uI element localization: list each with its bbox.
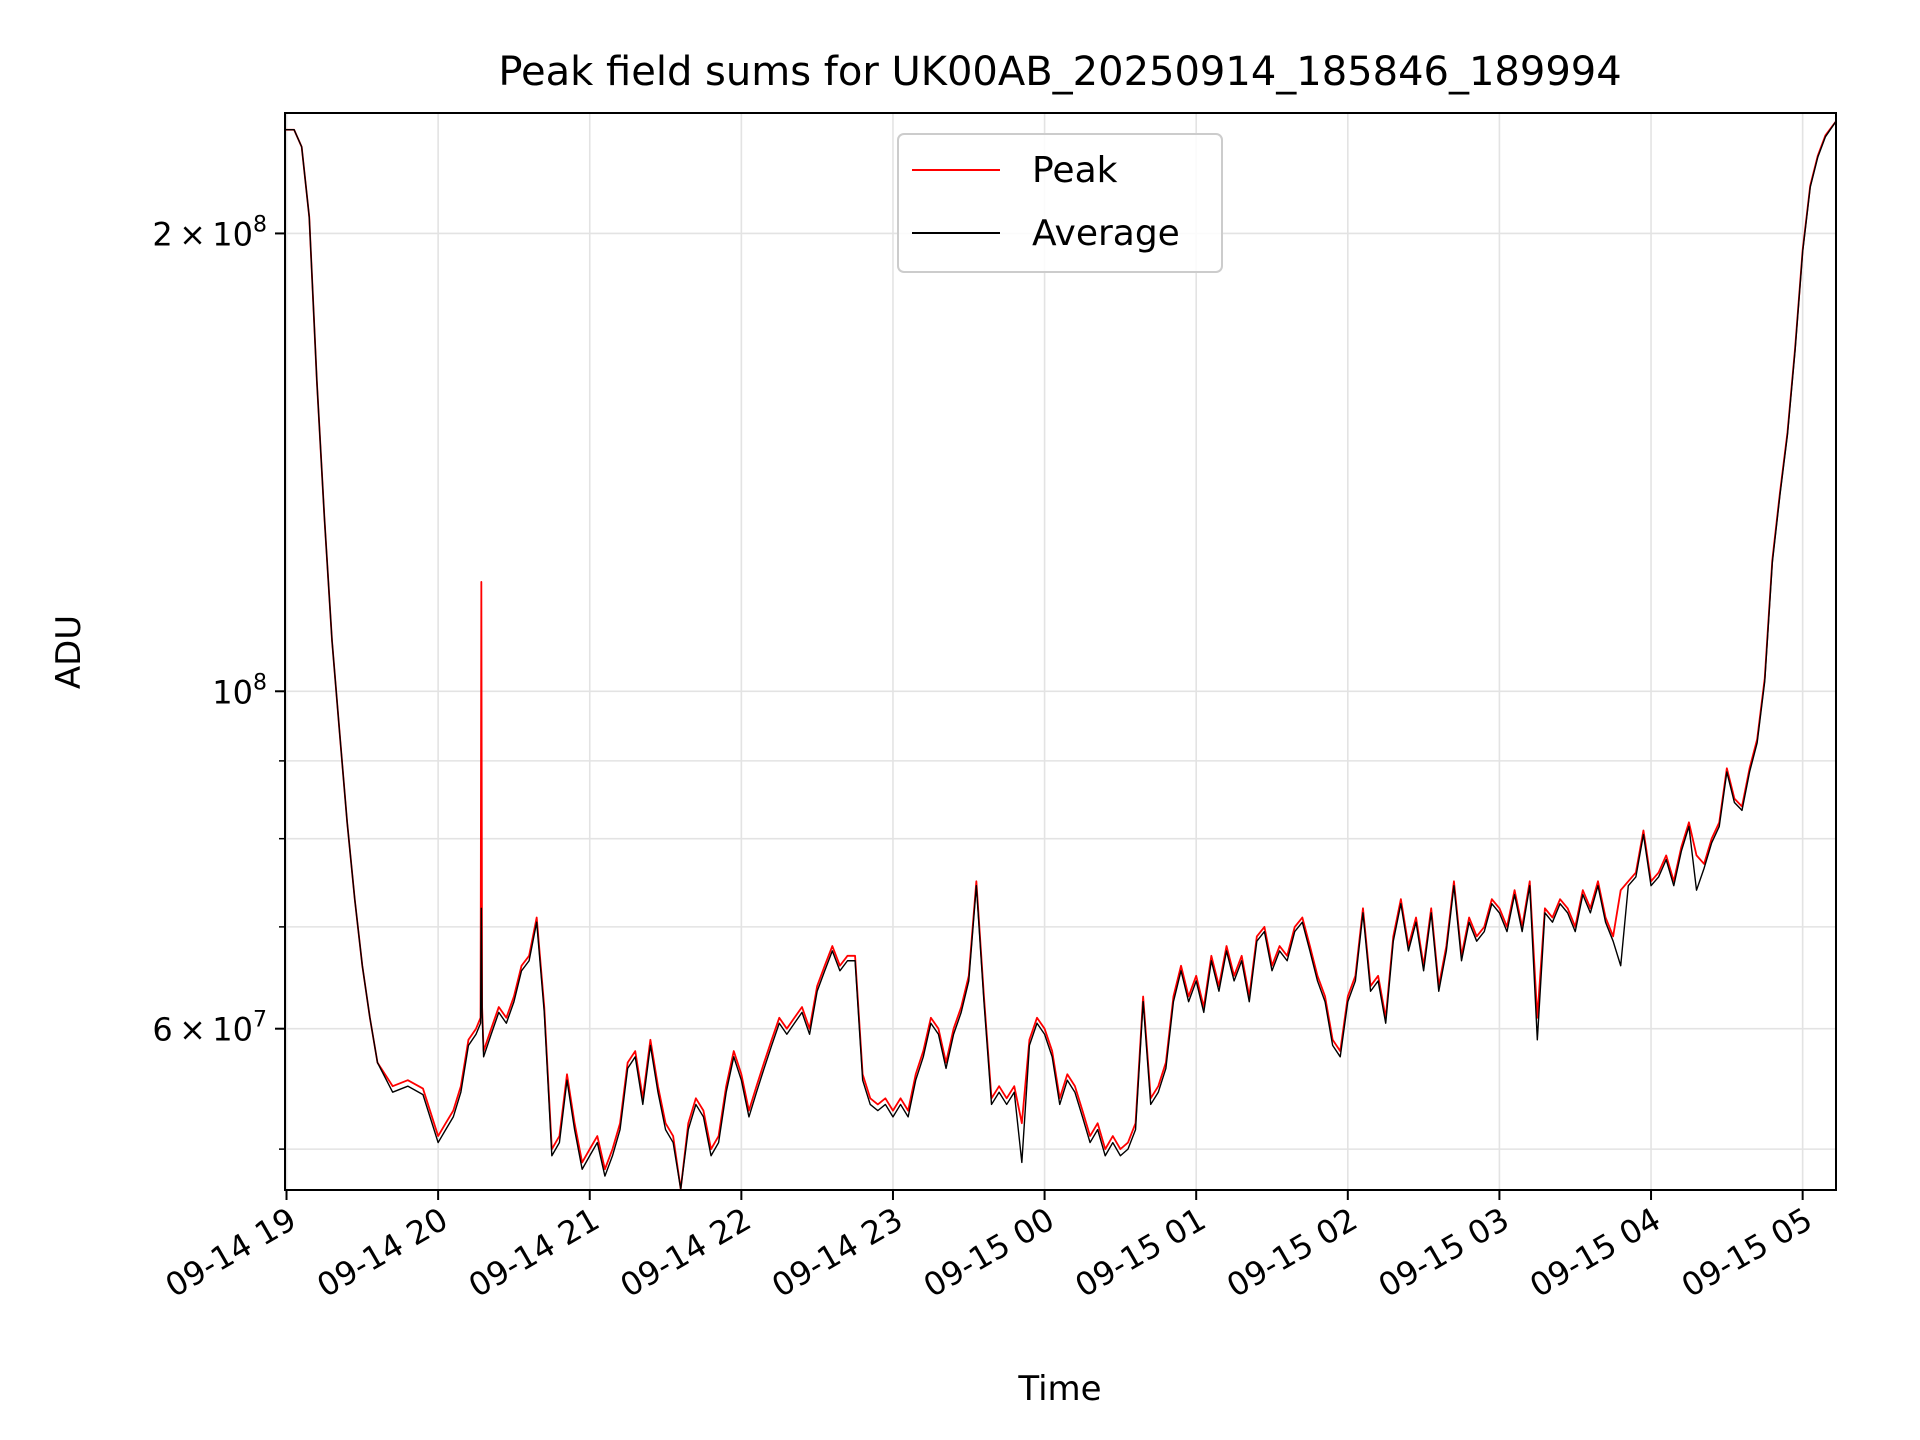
y-tick-label: 6 × 107 [152,1008,267,1049]
y-tick-label: 108 [212,670,267,711]
y-tick-label: 2 × 108 [152,212,267,253]
x-axis-label: Time [1017,1369,1101,1409]
legend-label-average: Average [1032,213,1180,254]
legend-label-peak: Peak [1032,150,1118,191]
plot-frame [284,112,1837,1191]
chart-title: Peak field sums for UK00AB_20250914_1858… [498,49,1621,95]
grid [285,113,1836,1190]
series-line-average [285,120,1837,1190]
legend: Peak Average [897,133,1223,273]
y-axis-label: ADU [49,615,89,689]
y-axis: 2 × 108 108 6 × 107 [152,212,285,1150]
series-layer [285,120,1837,1190]
legend-box [897,133,1223,273]
